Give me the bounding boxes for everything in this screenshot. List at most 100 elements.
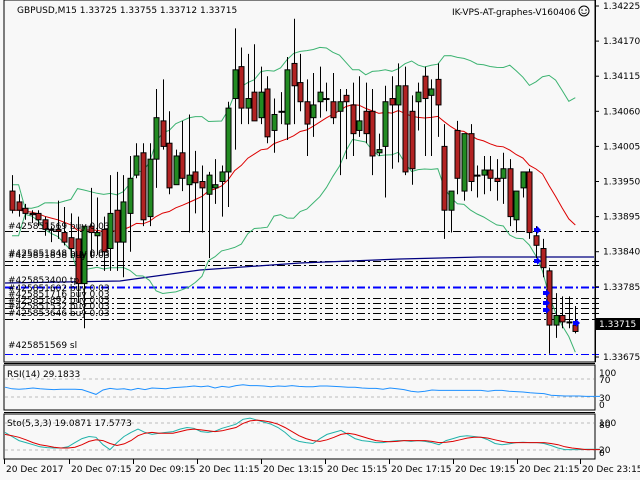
order-label: #425851716 buy 0.03 bbox=[8, 290, 110, 300]
price-axis-label: 1.34005 bbox=[603, 142, 640, 152]
time-axis-label: 20 Dec 13:15 bbox=[263, 465, 324, 475]
candle bbox=[133, 143, 140, 179]
candle bbox=[61, 207, 68, 246]
candle bbox=[22, 203, 29, 220]
current-price: 1.33715 bbox=[599, 320, 636, 330]
time-axis[interactable]: 20 Dec 2017 20 Dec 07:15 20 Dec 09:15 20 De… bbox=[4, 459, 640, 475]
price-axis-label: 1.33950 bbox=[603, 178, 640, 188]
price-axis-label: 1.33675 bbox=[603, 353, 640, 363]
candle bbox=[428, 79, 435, 156]
candle bbox=[356, 76, 363, 137]
rsi-level-30: 30 bbox=[599, 394, 611, 404]
time-axis-label: 20 Dec 23:15 bbox=[582, 465, 640, 475]
candle bbox=[369, 88, 376, 176]
price-axis-label: 1.33840 bbox=[603, 248, 640, 258]
trade-arrow-icon bbox=[534, 226, 541, 234]
candle bbox=[88, 187, 95, 259]
stochastic-label: Sto(5,3,3) 19.0871 17.5773 bbox=[7, 419, 132, 429]
candle bbox=[127, 155, 134, 252]
candle bbox=[81, 225, 88, 329]
order-label: #425851569 buy 0.03 bbox=[8, 222, 110, 232]
candle bbox=[507, 159, 514, 227]
trade-arrows bbox=[534, 226, 580, 327]
candle bbox=[376, 133, 383, 156]
candle bbox=[114, 171, 121, 271]
candle bbox=[448, 190, 455, 233]
candle bbox=[297, 53, 304, 112]
candle bbox=[35, 210, 42, 227]
candle bbox=[526, 168, 533, 239]
price-axis-label: 1.34170 bbox=[603, 37, 640, 47]
price-axis-label: 1.34060 bbox=[603, 107, 640, 117]
order-label: #425851892 buy 0.03 bbox=[8, 296, 110, 306]
candle bbox=[9, 175, 16, 214]
order-label: #425851848 buy 0.03 bbox=[8, 249, 110, 259]
candle bbox=[395, 63, 402, 163]
time-axis-label: 20 Dec 15:15 bbox=[327, 465, 388, 475]
candle bbox=[304, 79, 311, 156]
candle bbox=[179, 120, 186, 192]
candle bbox=[232, 28, 239, 150]
candle bbox=[409, 95, 416, 185]
candle bbox=[199, 165, 206, 233]
candle bbox=[481, 155, 488, 195]
candle bbox=[572, 305, 579, 334]
time-axis-label: 20 Dec 2017 bbox=[6, 465, 64, 475]
candle bbox=[454, 120, 461, 195]
candle bbox=[140, 143, 147, 227]
order-label: #425853400 tp bbox=[8, 276, 79, 286]
trade-arrow-icon bbox=[534, 257, 541, 265]
candle bbox=[68, 213, 75, 259]
candle bbox=[415, 82, 422, 131]
candle bbox=[206, 171, 213, 259]
sto-level-20: 20 bbox=[599, 446, 611, 456]
candle bbox=[219, 165, 226, 217]
rsi-label: RSI(14) 29.1833 bbox=[7, 370, 80, 380]
order-label: #425851838 buy 0.03 bbox=[8, 251, 110, 261]
candle bbox=[402, 66, 409, 176]
candle bbox=[271, 98, 278, 153]
price-axis[interactable]: 1.34225 1.34170 1.34115 1.34060 1.34005 1.339… bbox=[595, 0, 640, 363]
candle bbox=[500, 152, 507, 204]
candlesticks bbox=[9, 18, 579, 354]
candle bbox=[225, 101, 232, 208]
trade-arrow-icon bbox=[543, 299, 550, 307]
time-axis-label: 20 Dec 19:15 bbox=[455, 465, 516, 475]
candle bbox=[29, 210, 36, 223]
candle bbox=[317, 66, 324, 118]
candle bbox=[160, 79, 167, 150]
rsi-panel[interactable] bbox=[3, 364, 596, 411]
time-axis-label: 20 Dec 07:15 bbox=[71, 465, 132, 475]
candle bbox=[284, 57, 291, 141]
candle bbox=[264, 76, 271, 144]
bollinger-upper bbox=[12, 46, 576, 209]
order-label: #425851532 buy 0.03 bbox=[8, 302, 110, 312]
current-price-tag: 1.33715 bbox=[596, 318, 640, 330]
candle bbox=[520, 171, 527, 198]
time-axis-label: 20 Dec 21:15 bbox=[519, 465, 580, 475]
candle bbox=[101, 216, 108, 271]
rsi-level-100: 100 bbox=[599, 369, 616, 379]
sto-level-100: 100 bbox=[599, 419, 616, 429]
candle bbox=[48, 226, 55, 243]
time-axis-label: 20 Dec 11:15 bbox=[199, 465, 260, 475]
candle bbox=[343, 88, 350, 160]
candle bbox=[441, 124, 448, 239]
candle bbox=[566, 296, 573, 329]
price-axis-label: 1.34225 bbox=[603, 2, 640, 12]
candle bbox=[540, 238, 547, 278]
candle bbox=[238, 47, 245, 125]
candle bbox=[546, 267, 553, 354]
trade-arrow-icon bbox=[543, 289, 550, 297]
order-lines bbox=[4, 231, 599, 355]
candle bbox=[461, 133, 468, 201]
candle bbox=[173, 149, 180, 186]
candle bbox=[310, 73, 317, 137]
expert-name: IK-VPS-AT-graphes-V160406 bbox=[452, 8, 576, 18]
stochastic-panel[interactable] bbox=[3, 413, 596, 460]
rsi-level-70: 70 bbox=[599, 376, 611, 386]
candle bbox=[389, 76, 396, 169]
candle bbox=[147, 143, 154, 227]
rsi-line bbox=[4, 384, 600, 397]
